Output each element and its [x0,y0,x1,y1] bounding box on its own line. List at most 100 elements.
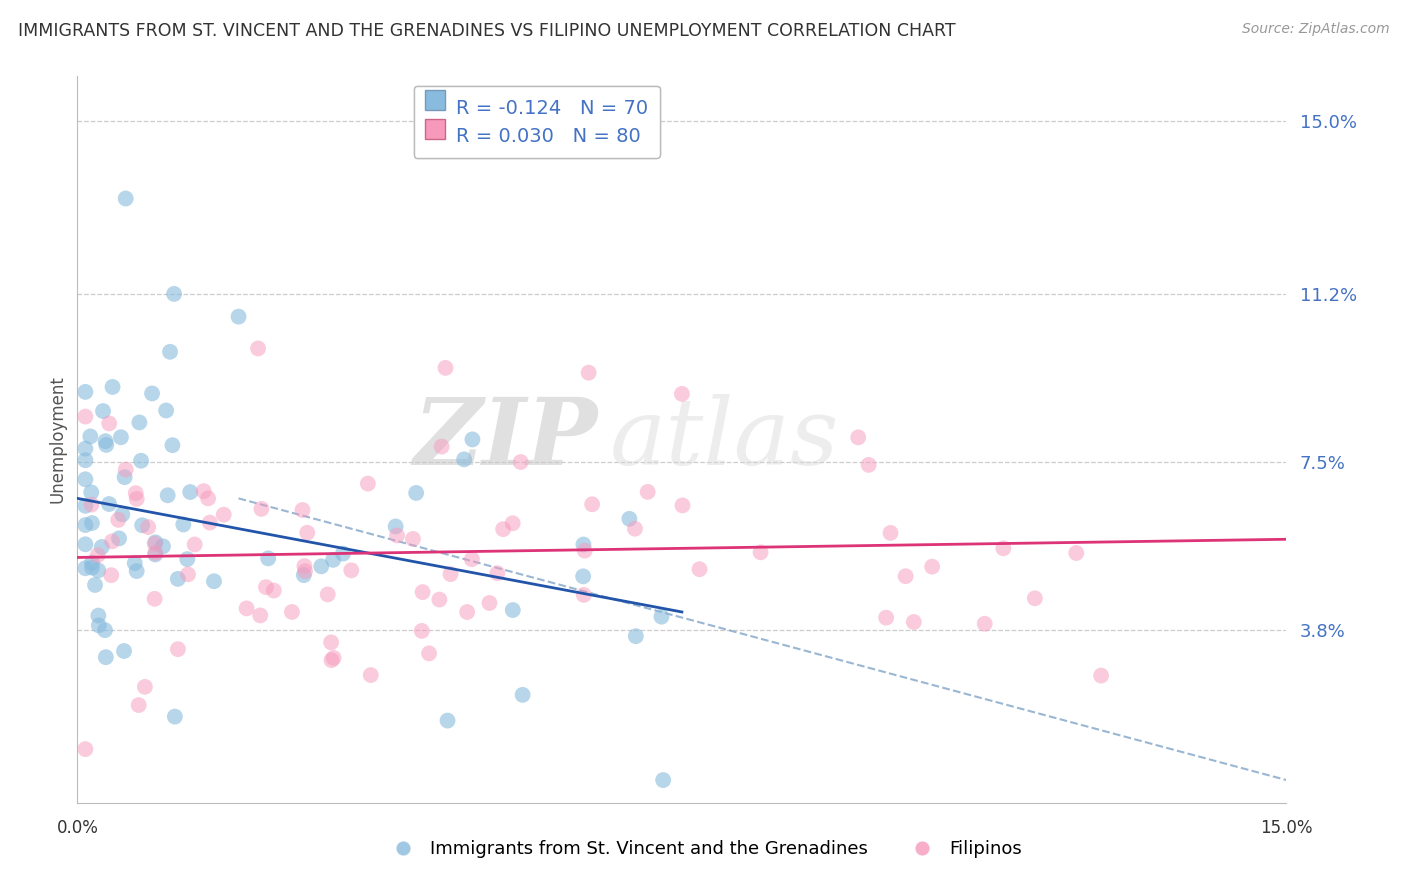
Point [439,567,461,582]
Point [141,386,163,401]
Point [91,404,114,418]
Point [502,603,524,617]
Point [973,616,995,631]
Point [125,486,148,500]
Point [75,518,97,533]
Point [903,615,925,629]
Point [875,610,897,624]
Point [112,644,135,658]
Point [478,596,501,610]
Point [114,470,136,484]
Point [90,540,112,554]
Point [125,564,148,578]
Point [624,522,647,536]
Point [87,563,110,577]
Point [80,498,103,512]
Point [671,387,693,401]
Point [921,559,943,574]
Point [84,578,107,592]
Point [321,653,343,667]
Point [101,380,124,394]
Point [75,499,97,513]
Point [176,552,198,566]
Point [1024,591,1046,606]
Point [436,714,458,728]
Point [572,569,595,583]
Point [1090,668,1112,682]
Point [332,547,354,561]
Point [235,601,257,615]
Point [412,585,434,599]
Point [94,434,117,449]
Point [98,417,121,431]
Point [492,522,515,536]
Point [162,438,184,452]
Point [80,560,103,574]
Point [689,562,711,576]
Point [183,537,205,551]
Point [124,556,146,570]
Point [384,519,406,533]
Point [75,409,97,424]
Point [322,553,344,567]
Point [405,486,427,500]
Point [402,532,425,546]
Point [572,588,595,602]
Point [79,429,101,443]
Point [163,709,186,723]
Point [87,618,110,632]
Point [263,583,285,598]
Point [292,568,315,582]
Point [858,458,880,472]
Text: 0.0%: 0.0% [56,820,98,838]
Point [75,442,97,456]
Point [993,541,1015,556]
Point [434,360,457,375]
Point [281,605,304,619]
Point [316,587,339,601]
Point [418,646,440,660]
Point [572,537,595,551]
Point [80,556,103,570]
Point [101,534,124,549]
Point [502,516,524,531]
Point [134,680,156,694]
Point [152,539,174,553]
Point [197,491,219,506]
Point [80,516,103,530]
Legend: R = -0.124   N = 70, R = 0.030   N = 80: R = -0.124 N = 70, R = 0.030 N = 80 [413,86,659,158]
Point [1066,546,1088,560]
Point [619,512,641,526]
Point [75,742,97,756]
Point [637,484,659,499]
Point [193,484,215,499]
Point [257,551,280,566]
Point [98,497,121,511]
Point [143,537,166,551]
Point [486,566,509,581]
Text: ZIP: ZIP [413,394,598,484]
Point [249,608,271,623]
Point [96,438,118,452]
Point [145,535,167,549]
Point [894,569,917,583]
Point [75,472,97,486]
Point [652,773,675,788]
Point [159,344,181,359]
Point [624,629,647,643]
Point [671,499,693,513]
Point [114,462,136,476]
Point [250,501,273,516]
Point [100,568,122,582]
Point [456,605,478,619]
Point [294,564,316,578]
Point [94,650,117,665]
Point [581,497,603,511]
Point [94,623,117,637]
Point [461,552,484,566]
Point [198,516,221,530]
Point [114,192,136,206]
Point [143,548,166,562]
Point [319,635,342,649]
Y-axis label: Unemployment: Unemployment [48,376,66,503]
